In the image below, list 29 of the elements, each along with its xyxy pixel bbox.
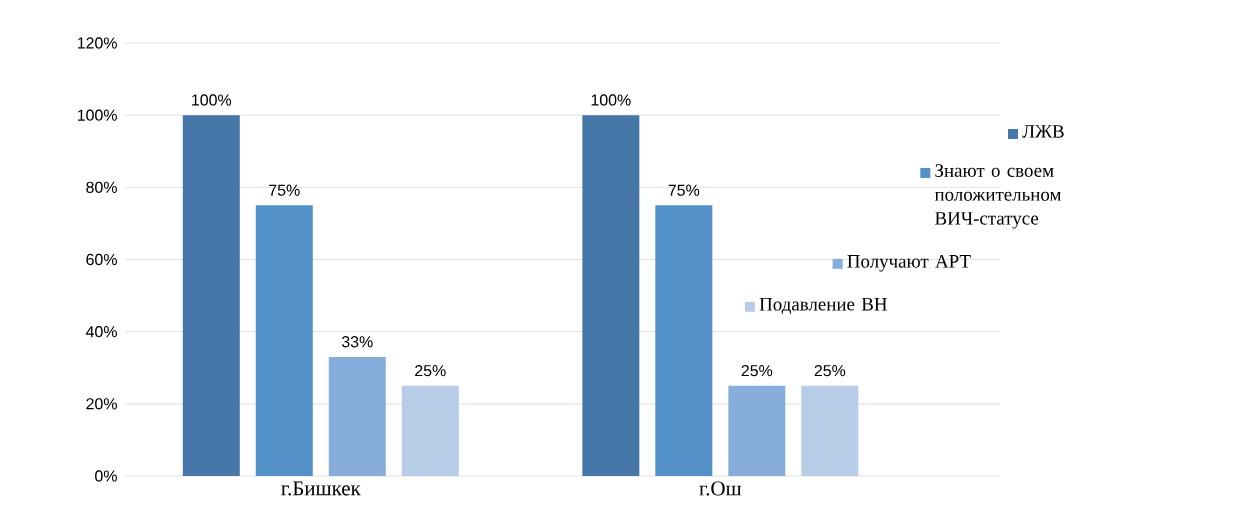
data-label: 100% [192,94,232,106]
bar [655,205,713,476]
bar [182,115,240,476]
bar [401,385,459,476]
y-tick-label: 120% [77,37,117,49]
bar [728,385,786,476]
bar [255,205,313,476]
x-tick-label: г.Бишкек [281,481,361,496]
data-label: 100% [591,94,631,106]
bar [582,115,640,476]
data-label: 25% [814,364,846,377]
data-label: 25% [741,364,773,377]
data-label: 33% [341,336,373,348]
y-tick-label: 100% [77,109,117,121]
bar [328,356,386,476]
data-label: 75% [668,184,700,196]
y-tick-label: 20% [86,398,117,410]
data-label: 25% [415,364,446,377]
bar [801,385,859,476]
legend-label: Подавление ВН [759,297,887,315]
data-label: 75% [269,184,300,196]
legend-label: Получают АРТ [847,255,971,272]
legend-label: Знают о своем положительном ВИЧ-статусе [934,164,1062,229]
y-tick-label: 60% [86,253,117,266]
legend-label: ЛЖВ [1022,125,1064,138]
y-tick-label: 80% [86,181,117,193]
y-tick-label: 40% [85,326,117,338]
x-tick-label: г.Ош [699,481,742,496]
y-tick-label: 0% [95,470,117,482]
